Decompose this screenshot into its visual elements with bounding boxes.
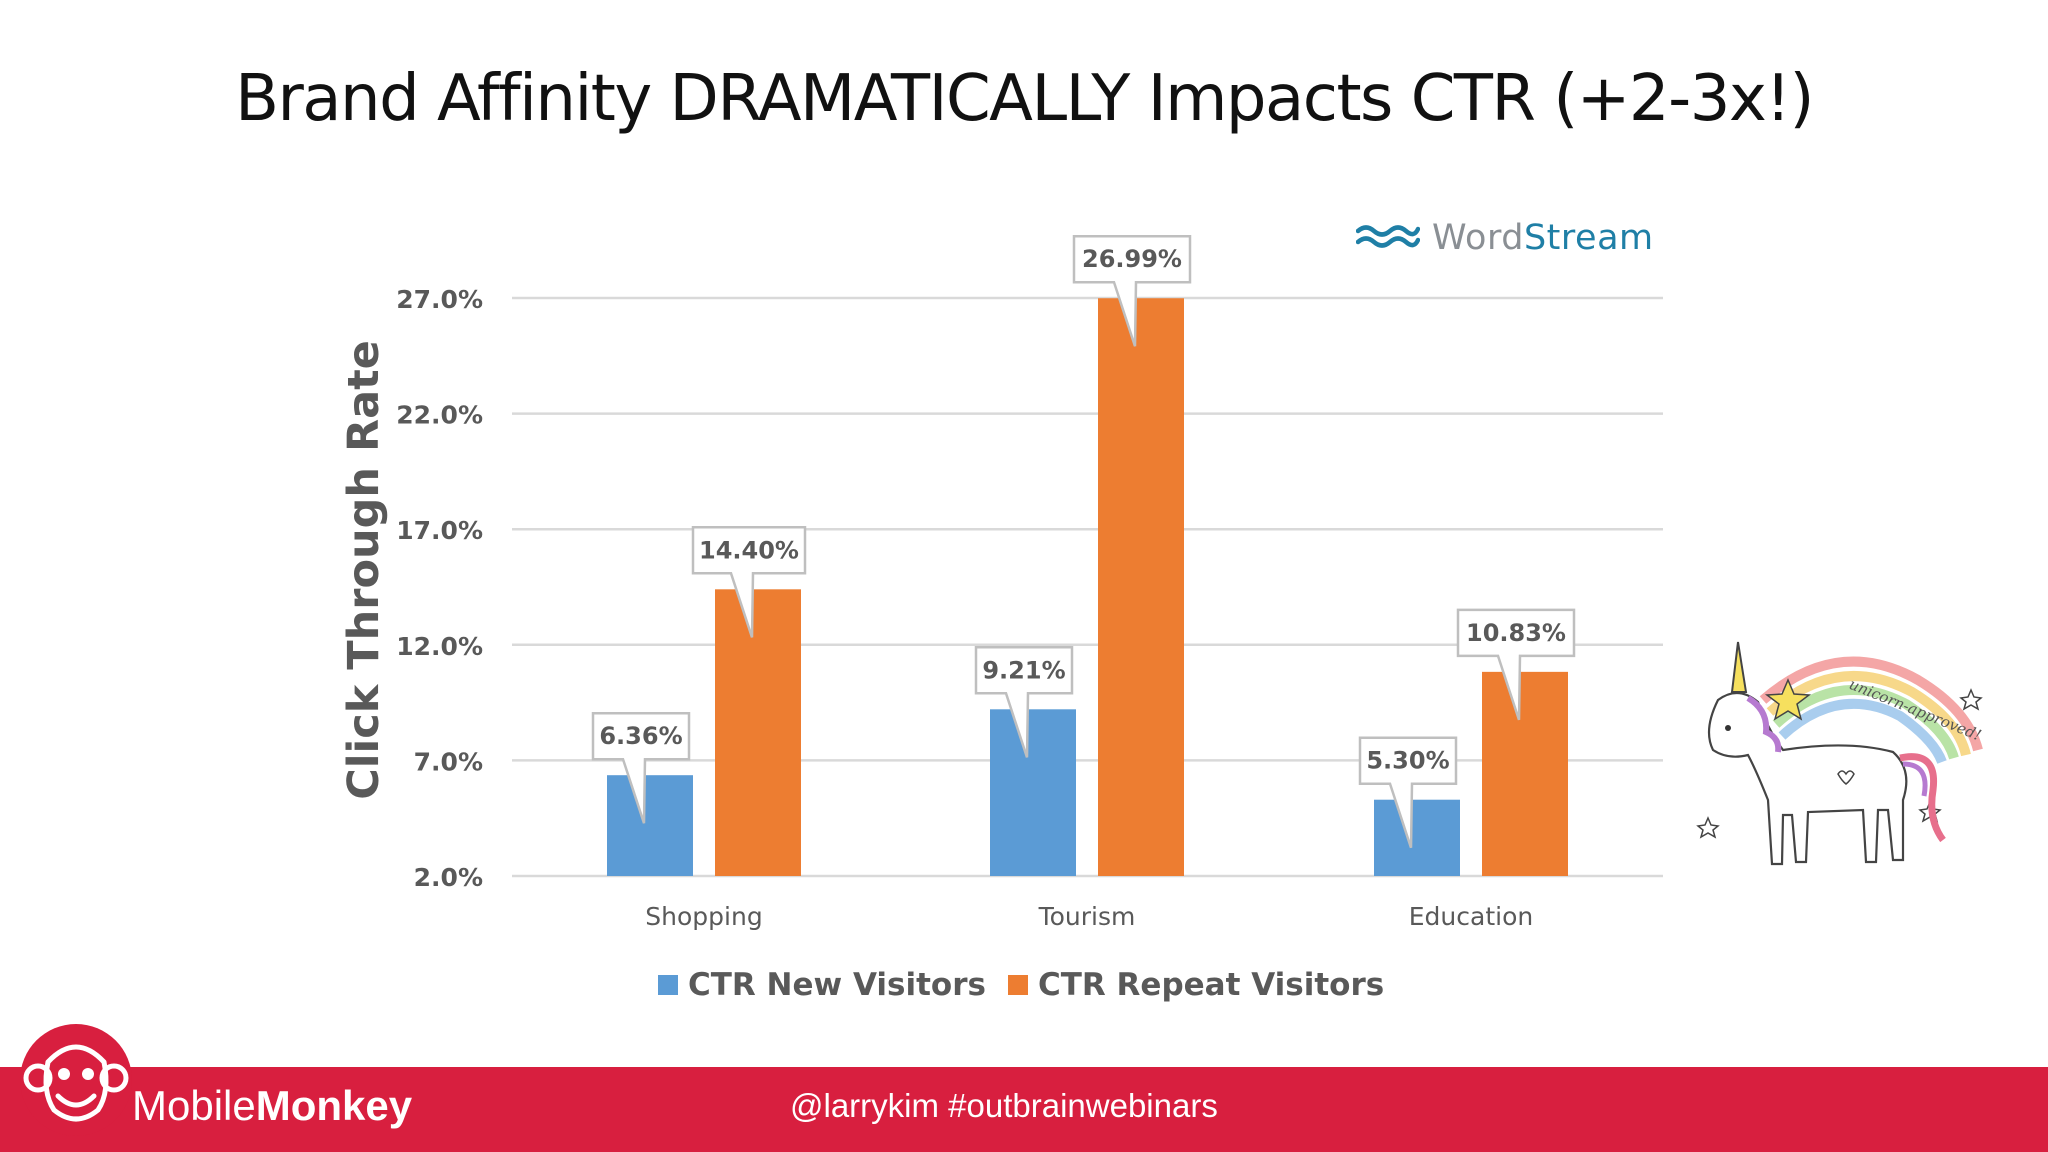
data-label-callout: 9.21% [974,646,1074,758]
legend-swatch-new [658,975,678,995]
chart-legend: CTR New Visitors CTR Repeat Visitors [0,967,2048,1013]
wordstream-logo: WordStream [1356,214,1654,262]
legend-item-new-visitors: CTR New Visitors [658,967,986,1003]
mobilemonkey-wordmark: MobileMonkey [132,1082,413,1129]
mobilemonkey-logo-icon [20,1024,132,1136]
data-label: 14.40% [699,536,799,564]
bar-chart: 6.36% 14.40% 9.21% 26.99% 5.30% 10.83% 2.0% 7.… [339,234,1663,931]
y-tick-label: 17.0% [396,516,483,545]
footer-handle: @larrykim #outbrainwebinars [790,1087,1218,1124]
data-label-callout: 10.83% [1456,608,1576,721]
bar-new-shopping [607,775,693,876]
legend-label-repeat: CTR Repeat Visitors [1038,967,1385,1003]
data-label: 6.36% [599,722,682,750]
bar-new-tourism [990,709,1076,876]
bar-repeat-education [1482,671,1568,876]
wordstream-waves-icon [1356,225,1420,248]
data-label: 26.99% [1082,245,1182,273]
legend-label-new: CTR New Visitors [688,967,986,1003]
y-tick-label: 27.0% [396,285,483,314]
bar-repeat-tourism [1098,298,1184,876]
x-tick-label: Shopping [645,902,762,931]
data-label-callout: 6.36% [591,711,691,824]
data-label: 5.30% [1366,747,1449,775]
bar-repeat-shopping [715,589,801,876]
y-tick-label: 22.0% [396,401,483,430]
y-tick-label: 12.0% [396,632,483,661]
x-tick-label: Education [1409,902,1533,931]
unicorn-illustration: unicorn-approved! [1696,641,1984,866]
data-label: 10.83% [1466,619,1566,647]
wordstream-wordmark: WordStream [1432,218,1654,258]
data-label-callout: 5.30% [1358,736,1458,849]
legend-item-repeat-visitors: CTR Repeat Visitors [1008,967,1384,1003]
data-label-callout: 14.40% [691,526,807,638]
y-tick-label: 2.0% [414,863,483,892]
slide-title: Brand Affinity DRAMATICALLY Impacts CTR … [235,62,1814,136]
data-label-callout: 26.99% [1072,234,1192,347]
y-tick-label: 7.0% [414,747,483,776]
y-axis-title: Click Through Rate [339,340,389,800]
legend-swatch-repeat [1008,975,1028,995]
bar-new-education [1374,799,1460,876]
data-label: 9.21% [982,656,1065,684]
x-tick-label: Tourism [1038,902,1136,931]
footer-bar [0,1067,2048,1152]
